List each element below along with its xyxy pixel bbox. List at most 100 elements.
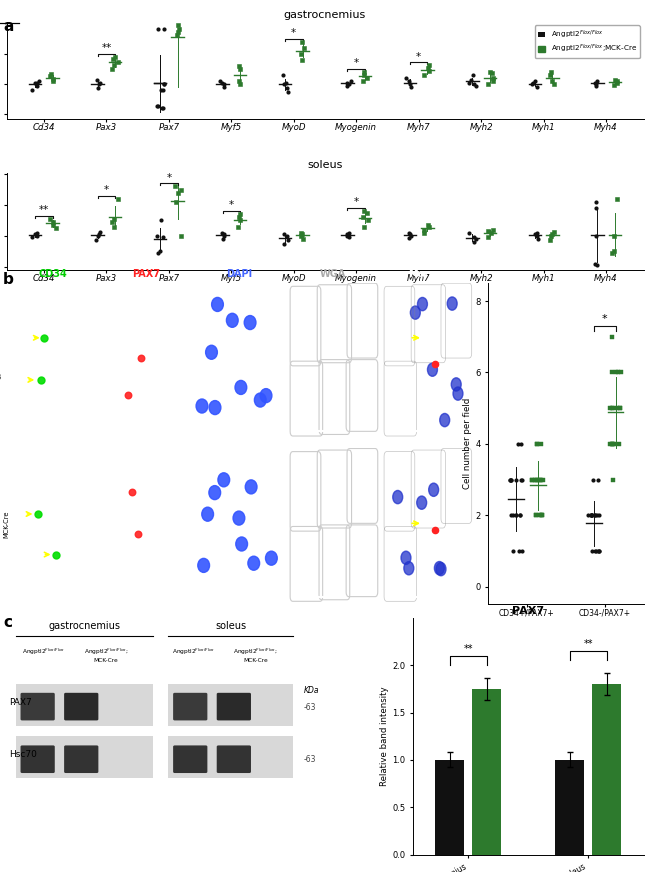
Point xyxy=(32,78,42,92)
Point xyxy=(173,25,183,39)
Point xyxy=(593,544,603,558)
Point xyxy=(508,508,518,522)
Text: gastrocnemius: gastrocnemius xyxy=(48,621,120,630)
Point xyxy=(233,220,243,234)
Point xyxy=(235,214,245,228)
Point xyxy=(488,71,499,85)
Point xyxy=(36,373,46,387)
Text: **: ** xyxy=(101,43,112,53)
Point xyxy=(29,228,40,242)
Point xyxy=(469,230,479,244)
Text: Angptl2$^{Flox/Flox}$;
MCK-Cre: Angptl2$^{Flox/Flox}$; MCK-Cre xyxy=(233,647,278,663)
Point xyxy=(32,228,42,242)
Text: soleus: soleus xyxy=(215,621,246,630)
FancyBboxPatch shape xyxy=(64,693,98,720)
Point xyxy=(176,228,186,242)
Point xyxy=(359,204,370,218)
Text: -63: -63 xyxy=(304,755,317,765)
Bar xyxy=(472,689,501,855)
Text: Angptl2$^{Flox/Flox}$;
MCK-Cre: Angptl2$^{Flox/Flox}$; MCK-Cre xyxy=(0,499,10,549)
Point xyxy=(591,544,601,558)
Point xyxy=(108,52,118,66)
Text: *: * xyxy=(602,314,608,324)
Point xyxy=(530,228,540,242)
Ellipse shape xyxy=(404,562,414,575)
Point xyxy=(33,507,44,521)
Point xyxy=(593,544,604,558)
Point xyxy=(405,228,415,242)
FancyBboxPatch shape xyxy=(173,746,207,773)
Point xyxy=(605,401,616,415)
Text: a: a xyxy=(3,19,14,34)
FancyBboxPatch shape xyxy=(216,746,251,773)
Text: *: * xyxy=(104,185,109,195)
Point xyxy=(127,485,137,499)
Point xyxy=(234,210,244,224)
Point xyxy=(591,78,601,92)
Point xyxy=(297,53,307,67)
Text: **: ** xyxy=(584,639,593,649)
Point xyxy=(113,55,124,69)
Point xyxy=(235,208,245,221)
Text: Merge: Merge xyxy=(409,269,443,279)
Point xyxy=(606,401,617,415)
Point xyxy=(609,437,619,451)
Point xyxy=(172,29,183,43)
Point xyxy=(538,473,548,487)
Point xyxy=(422,218,433,232)
Point xyxy=(158,230,168,244)
Point xyxy=(406,80,416,94)
Point xyxy=(511,508,521,522)
Point xyxy=(218,77,229,91)
Point xyxy=(612,401,622,415)
Point xyxy=(358,74,368,88)
Ellipse shape xyxy=(196,399,208,413)
Point xyxy=(404,231,415,245)
Point xyxy=(583,508,593,522)
Point xyxy=(153,99,163,113)
Point xyxy=(586,508,596,522)
Point xyxy=(514,508,525,522)
Point xyxy=(422,61,433,75)
Point xyxy=(608,473,618,487)
Point xyxy=(488,66,498,80)
Ellipse shape xyxy=(236,537,248,551)
Point xyxy=(606,437,617,451)
Text: **: ** xyxy=(39,205,49,215)
Point xyxy=(158,101,168,115)
Ellipse shape xyxy=(198,558,209,572)
Point xyxy=(361,206,372,220)
Text: *: * xyxy=(291,28,296,37)
Point xyxy=(170,180,180,194)
Point xyxy=(612,74,622,88)
Ellipse shape xyxy=(436,562,446,576)
Point xyxy=(506,508,517,522)
Point xyxy=(44,212,55,226)
Point xyxy=(604,437,615,451)
Ellipse shape xyxy=(265,551,278,565)
Text: Angptl2$^{Flox/Flox}$: Angptl2$^{Flox/Flox}$ xyxy=(22,647,66,657)
Point xyxy=(468,68,478,82)
Ellipse shape xyxy=(417,297,428,310)
FancyBboxPatch shape xyxy=(21,746,55,773)
Point xyxy=(531,437,541,451)
Point xyxy=(508,544,519,558)
Point xyxy=(505,473,515,487)
Text: Angptl2$^{Flox/Flox}$;
MCK-Cre: Angptl2$^{Flox/Flox}$; MCK-Cre xyxy=(84,647,129,663)
Point xyxy=(591,77,601,91)
Text: *: * xyxy=(416,51,421,62)
Point xyxy=(616,365,626,379)
Point xyxy=(606,437,617,451)
Point xyxy=(528,76,539,90)
Point xyxy=(342,76,352,90)
FancyBboxPatch shape xyxy=(173,693,207,720)
Ellipse shape xyxy=(260,389,272,403)
Point xyxy=(483,230,493,244)
Point xyxy=(92,73,102,87)
Point xyxy=(218,228,229,242)
Point xyxy=(514,544,525,558)
Point xyxy=(48,74,58,88)
Point xyxy=(297,228,307,242)
Point xyxy=(218,232,228,246)
Point xyxy=(27,230,37,244)
